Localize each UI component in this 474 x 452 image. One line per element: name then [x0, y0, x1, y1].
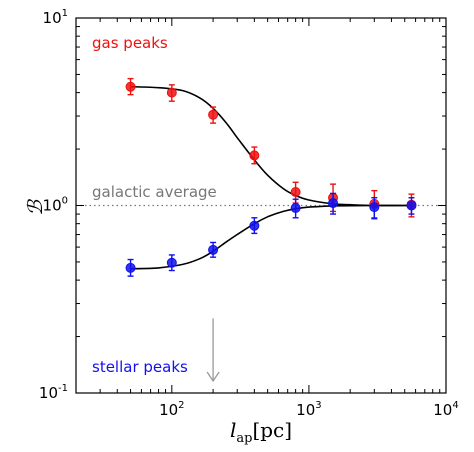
- y-axis-label: ℬ: [23, 199, 47, 216]
- gas-peak-point: [125, 77, 136, 96]
- gas-peak-point: [166, 84, 177, 102]
- y-tick-label: 100: [43, 196, 68, 215]
- stellar-peak-marker: [369, 202, 380, 213]
- x-axis-label-sub: ap: [236, 431, 252, 446]
- data-markers: [125, 77, 417, 277]
- galactic-average-label: galactic average: [92, 183, 217, 201]
- stellar-peaks-label: stellar peaks: [92, 358, 188, 376]
- y-tick-label: 10-1: [39, 383, 68, 402]
- gas-peak-marker: [166, 87, 177, 98]
- stellar-peak-point: [125, 258, 136, 277]
- gas-peak-marker: [125, 81, 136, 92]
- x-tick-label: 104: [433, 400, 458, 419]
- stellar-peak-marker: [290, 202, 301, 213]
- x-tick-label: 102: [159, 400, 184, 419]
- stellar-peak-marker: [328, 198, 339, 209]
- stellar-peak-marker: [125, 262, 136, 273]
- x-axis-label-unit: [pc]: [252, 418, 292, 442]
- y-tick-label: 101: [43, 8, 68, 27]
- x-tick-label: 103: [296, 400, 321, 419]
- axis-ticks: 102 103 104 10-1 100 101: [39, 8, 459, 419]
- stellar-peak-marker: [249, 220, 260, 231]
- fit-curves: [130, 85, 412, 270]
- stellar-peak-marker: [166, 257, 177, 268]
- stellar-peak-point: [166, 254, 177, 272]
- stellar-peak-marker: [406, 200, 417, 211]
- arrow-head: [206, 371, 220, 383]
- stellar-peak-point: [249, 217, 260, 235]
- x-axis-label-base: l: [230, 418, 236, 442]
- gas-peak-marker: [208, 109, 219, 120]
- stellar-peak-point: [369, 197, 380, 220]
- gas-peaks-fit-curve: [130, 85, 412, 207]
- stellar-peak-point: [328, 192, 339, 215]
- gas-peak-marker: [249, 150, 260, 161]
- gas-peaks-label: gas peaks: [92, 34, 168, 52]
- stellar-peak-marker: [208, 244, 219, 255]
- down-arrow: [206, 318, 220, 383]
- stellar-peak-point: [406, 197, 417, 215]
- stellar-peak-point: [208, 241, 219, 258]
- stellar-peak-point: [290, 198, 301, 219]
- gas-peak-point: [208, 106, 219, 124]
- gas-peak-point: [249, 146, 260, 165]
- gas-peak-marker: [290, 187, 301, 198]
- x-axis-label: lap[pc]: [230, 418, 292, 446]
- plot-area: 102 103 104 10-1 100 101: [39, 8, 459, 419]
